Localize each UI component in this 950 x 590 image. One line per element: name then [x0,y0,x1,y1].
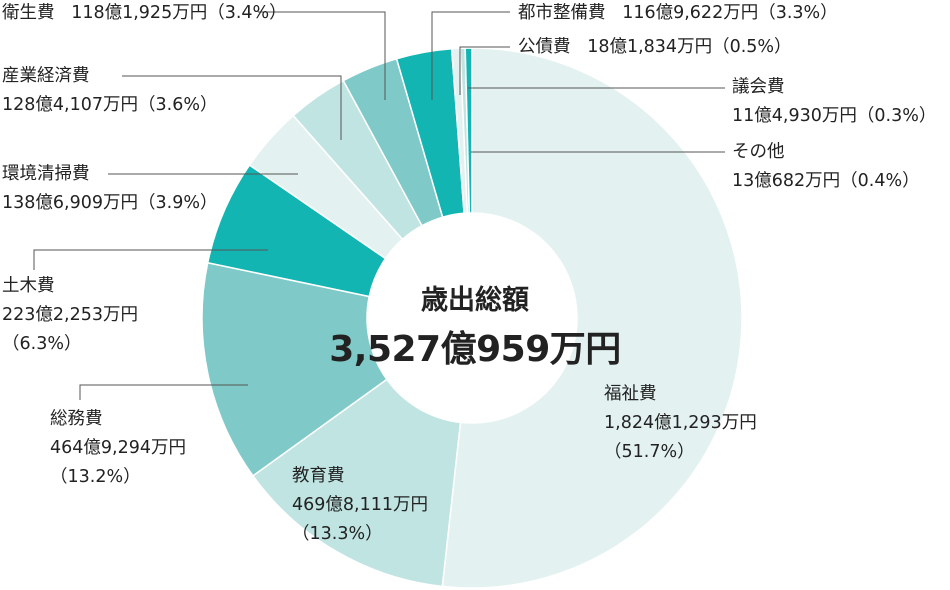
label-somu-name: 総務費 [50,409,103,429]
label-kyoiku-pct: （13.3%） [292,524,383,544]
label-fukushi-pct: （51.7%） [604,442,695,462]
label-sangyo-amount: 128億4,107万円 [2,95,139,115]
label-kyoiku: 教育費 469億8,111万円 （13.3%） [292,462,428,549]
leader-line-somu [79,384,248,400]
label-doboku-name: 土木費 [2,276,55,296]
label-kyoiku-amount: 469億8,111万円 [292,495,429,515]
leader-line-eisei [258,11,386,100]
label-kankyo-amount: 138億6,909万円 [2,193,139,213]
label-kousai-amount: 18億1,834万円 [587,37,713,57]
label-fukushi: 福祉費 1,824億1,293万円 （51.7%） [604,380,757,467]
label-eisei-name: 衛生費 [2,3,55,23]
label-eisei-amount: 118億1,925万円 [71,3,208,23]
label-somu-amount: 464億9,294万円 [50,438,187,458]
label-toshi-pct: （3.3%） [758,3,838,23]
label-kankyo-pct: （3.9%） [138,193,218,213]
label-sonota-amount: 13億682万円 [732,171,841,191]
label-gikai-name: 議会費 [732,77,785,97]
slice-10 [464,47,473,214]
leader-line-doboku [33,249,268,270]
label-sonota-pct: （0.4%） [840,171,920,191]
leader-line-kousai [459,46,510,95]
label-kankyo: 環境清掃費 138億6,909万円（3.9%） [2,160,217,218]
label-somu: 総務費 464億9,294万円 （13.2%） [50,405,186,492]
label-doboku-pct: （6.3%） [2,334,82,354]
label-gikai-amount: 11億4,930万円 [732,106,857,126]
label-sangyo: 産業経済費 128億4,107万円（3.6%） [2,62,217,120]
center-total: 3,527億959万円 [329,329,621,370]
leader-line-sangyo [122,75,342,140]
label-somu-pct: （13.2%） [50,467,141,487]
leader-line-toshi [431,11,510,100]
leader-lines [33,11,725,400]
label-eisei: 衛生費 118億1,925万円（3.4%） [2,0,287,28]
label-toshi: 都市整備費 116億9,622万円（3.3%） [518,0,838,28]
label-kousai: 公債費 18億1,834万円（0.5%） [518,33,792,62]
label-fukushi-name: 福祉費 [604,384,657,404]
label-kyoiku-name: 教育費 [292,466,345,486]
slice-1 [251,378,462,588]
label-toshi-amount: 116億9,622万円 [622,3,759,23]
slice-2 [201,261,388,477]
label-sonota: その他 13億682万円（0.4%） [732,138,920,196]
label-eisei-pct: （3.4%） [207,3,287,23]
label-gikai: 議会費 11億4,930万円（0.3%） [732,73,936,131]
label-sangyo-pct: （3.6%） [138,95,218,115]
label-gikai-pct: （0.3%） [856,106,937,126]
label-kankyo-name: 環境清掃費 [2,164,90,184]
label-toshi-name: 都市整備費 [518,3,606,23]
label-sonota-name: その他 [732,142,785,162]
label-sangyo-name: 産業経済費 [2,66,90,86]
label-fukushi-amount: 1,824億1,293万円 [604,413,757,433]
slice-0 [441,47,743,589]
label-doboku: 土木費 223億2,253万円 （6.3%） [2,272,138,359]
donut-slices [201,47,743,589]
label-doboku-amount: 223億2,253万円 [2,305,139,325]
label-kousai-pct: （0.5%） [712,37,792,57]
center-title: 歳出総額 [421,285,529,316]
label-kousai-name: 公債費 [518,37,571,57]
